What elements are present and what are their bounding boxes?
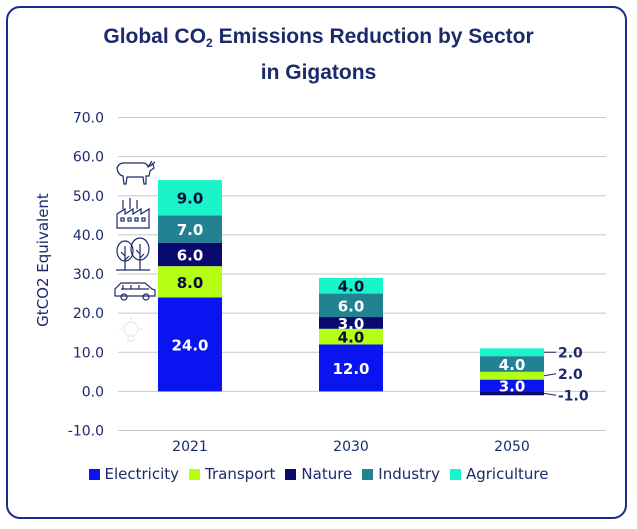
title-text-b: Emissions Reduction by Sector [212, 25, 534, 48]
title-line-2: in Gigatons [260, 61, 377, 84]
bar-segment-agriculture-2030 [319, 277, 383, 294]
legend-label: Electricity [104, 465, 180, 483]
leader-line [543, 392, 557, 396]
legend-label: Transport [205, 465, 276, 483]
y-tick-label: 10.0 [73, 345, 104, 361]
data-label: 6.0 [177, 246, 204, 264]
bar-segment-industry-2030 [319, 293, 383, 318]
lightbulb-icon [119, 317, 143, 342]
chart-title: Global CO2 Emissions Reduction by Sector… [0, 22, 637, 88]
leader-line [543, 373, 557, 377]
x-tick-label: 2050 [494, 439, 530, 455]
bar-segment-transport-2021 [158, 266, 222, 298]
bar-segment-electricity-2050 [480, 379, 544, 392]
sector-icons [114, 160, 156, 342]
y-axis-label: GtCO2 Equivalent [34, 193, 52, 327]
chart-card [6, 6, 627, 519]
data-label: -1.0 [558, 388, 589, 404]
bar-segment-agriculture-2021 [158, 180, 222, 216]
factory-icon [116, 198, 150, 229]
legend-item-nature: Nature [285, 465, 352, 483]
bar-segment-agriculture-2050 [480, 348, 544, 357]
x-tick-label: 2021 [172, 439, 208, 455]
data-label: 6.0 [338, 297, 365, 315]
bar-segment-transport-2030 [319, 328, 383, 345]
car-icon [114, 282, 156, 301]
data-label: 24.0 [171, 336, 208, 354]
bars: 24.08.06.07.09.012.04.03.06.04.03.04.02.… [158, 180, 589, 404]
y-tick-label: 0.0 [82, 384, 104, 400]
bar-segment-electricity-2021 [158, 297, 222, 392]
legend-swatch [449, 469, 461, 480]
y-tick-label: 30.0 [73, 267, 104, 283]
bar-segment-nature-2021 [158, 242, 222, 267]
data-label: 8.0 [177, 274, 204, 292]
legend: Electricity Transport Nature Industry Agricu… [0, 465, 637, 483]
legend-item-industry: Industry [362, 465, 440, 483]
bar-segment-industry-2050 [480, 356, 544, 372]
bar-segment-nature-2030 [319, 317, 383, 329]
legend-swatch [362, 469, 374, 480]
trees-icon [116, 237, 150, 271]
legend-label: Agriculture [465, 465, 549, 483]
y-tick-label: 50.0 [73, 189, 104, 205]
legend-item-agriculture: Agriculture [449, 465, 549, 483]
x-axis: 2021 2030 2050 [172, 439, 530, 455]
data-label: 4.0 [338, 278, 365, 296]
y-tick-label: 40.0 [73, 228, 104, 244]
data-label: 7.0 [177, 221, 204, 239]
legend-label: Nature [301, 465, 353, 483]
y-axis: -10.0 0.0 10.0 20.0 30.0 40.0 50.0 60.0 70.0 [68, 111, 104, 440]
legend-swatch [189, 469, 201, 480]
legend-item-transport: Transport [189, 465, 275, 483]
legend-swatch [88, 469, 100, 480]
data-label: 2.0 [558, 367, 583, 383]
data-label: 12.0 [332, 360, 369, 378]
bar-segment-industry-2021 [158, 215, 222, 243]
data-label: 4.0 [499, 356, 526, 374]
y-tick-label: 70.0 [73, 111, 104, 127]
data-label: 4.0 [338, 329, 365, 347]
title-subscript: 2 [206, 36, 213, 50]
data-label: 9.0 [177, 190, 204, 208]
legend-label: Industry [378, 465, 440, 483]
x-tick-label: 2030 [333, 439, 369, 455]
y-tick-label: -10.0 [68, 424, 104, 440]
data-label: 3.0 [499, 378, 526, 396]
y-tick-label: 60.0 [73, 150, 104, 166]
y-tick-label: 20.0 [73, 306, 104, 322]
data-label: 2.0 [558, 345, 583, 361]
cow-icon [116, 160, 156, 185]
title-text-a: Global CO [103, 25, 207, 48]
legend-swatch [285, 469, 297, 480]
bar-segment-electricity-2030 [319, 344, 383, 392]
bar-segment-transport-2050 [480, 371, 544, 380]
data-label: 3.0 [338, 315, 365, 333]
title-line-1: Global CO2 Emissions Reduction by Sector [103, 25, 534, 50]
legend-item-electricity: Electricity [88, 465, 180, 483]
bar-segment-nature-2050 [480, 391, 544, 396]
